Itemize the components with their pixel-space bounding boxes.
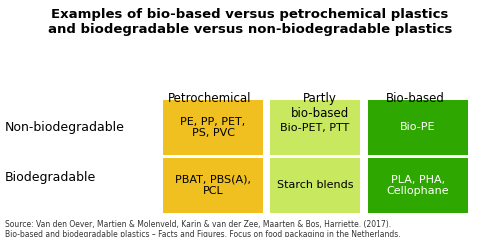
FancyBboxPatch shape [163,158,263,213]
FancyBboxPatch shape [270,100,360,155]
Text: PLA, PHA,
Cellophane: PLA, PHA, Cellophane [386,175,450,196]
Text: Bio-PE: Bio-PE [400,123,436,132]
FancyBboxPatch shape [163,100,263,155]
Text: Biodegradable: Biodegradable [5,172,96,184]
Text: Bio-based: Bio-based [386,92,444,105]
FancyBboxPatch shape [368,158,468,213]
FancyBboxPatch shape [368,100,468,155]
Text: Non-biodegradable: Non-biodegradable [5,122,125,135]
Text: Source: Van den Oever, Martien & Molenveld, Karin & van der Zee, Maarten & Bos, : Source: Van den Oever, Martien & Molenve… [5,220,400,237]
Text: Starch blends: Starch blends [277,181,353,191]
Text: Petrochemical: Petrochemical [168,92,252,105]
Text: Partly
bio-based: Partly bio-based [291,92,349,120]
Text: Bio-PET, PTT: Bio-PET, PTT [280,123,349,132]
Text: Examples of bio-based versus petrochemical plastics
and biodegradable versus non: Examples of bio-based versus petrochemic… [48,8,452,36]
Text: PE, PP, PET,
PS, PVC: PE, PP, PET, PS, PVC [180,117,246,138]
Text: PBAT, PBS(A),
PCL: PBAT, PBS(A), PCL [175,175,251,196]
FancyBboxPatch shape [270,158,360,213]
